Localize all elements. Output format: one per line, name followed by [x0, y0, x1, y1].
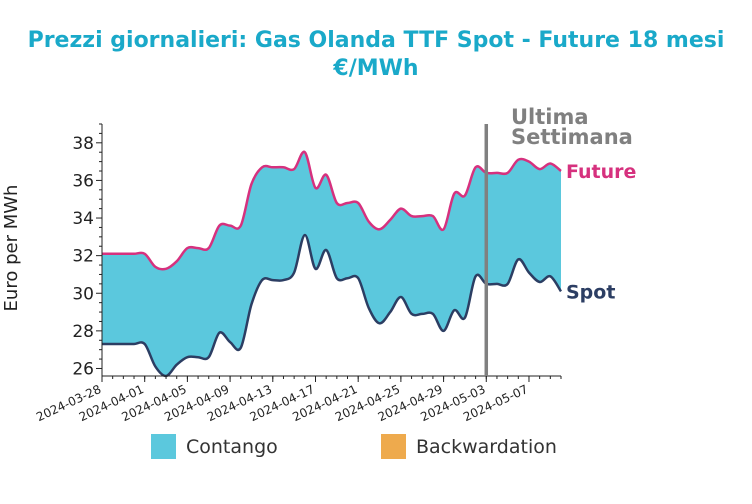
last-week-label-line2: Settimana: [511, 125, 633, 149]
x-ticks-group: 2024-03-282024-04-012024-04-052024-04-09…: [34, 376, 562, 424]
y-tick-label: 36: [72, 171, 94, 191]
series-end-labels: Future Spot: [566, 161, 636, 303]
chart-title: Prezzi giornalieri: Gas Olanda TTF Spot …: [28, 28, 725, 53]
y-tick-label: 26: [72, 359, 94, 379]
axes-group: [101, 124, 561, 377]
legend: Contango Backwardation: [151, 434, 557, 459]
y-tick-label: 38: [72, 134, 94, 154]
y-tick-label: 28: [72, 322, 94, 342]
y-tick-label: 30: [72, 284, 94, 304]
contango-area: [102, 151, 561, 377]
spot-end-label: Spot: [566, 281, 615, 303]
y-tick-label: 32: [72, 247, 94, 267]
future-end-label: Future: [566, 161, 636, 183]
contango-area-group: [102, 151, 561, 377]
y-tick-label: 34: [72, 209, 94, 229]
legend-label-contango: Contango: [186, 436, 278, 458]
last-week-label-line1: Ultima: [511, 105, 589, 129]
legend-label-backwardation: Backwardation: [416, 436, 557, 458]
y-axis-label: Euro per MWh: [1, 185, 22, 312]
chart-subtitle: €/MWh: [332, 56, 418, 81]
y-ticks-group: 26 28 30 32 34 36 38: [72, 123, 102, 379]
legend-swatch-backwardation: [381, 434, 406, 459]
legend-swatch-contango: [151, 434, 176, 459]
